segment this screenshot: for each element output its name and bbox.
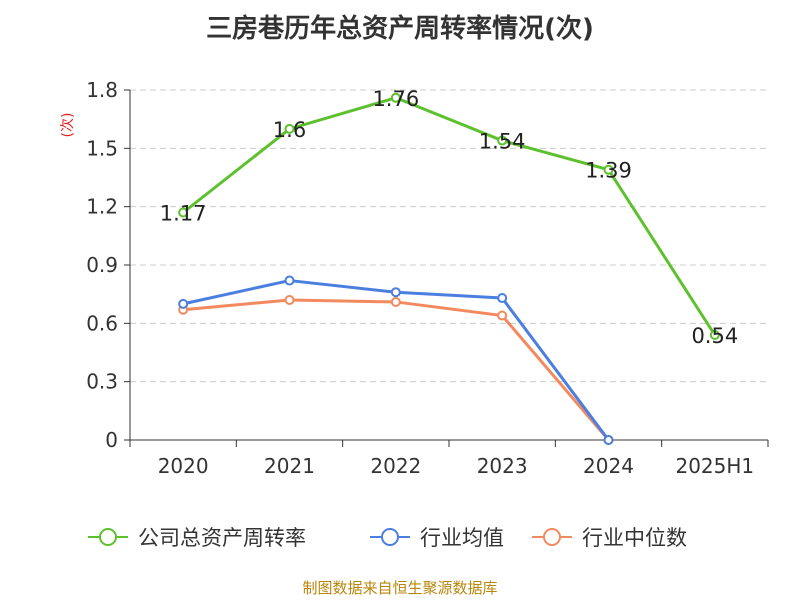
legend-marker-icon xyxy=(543,528,561,546)
x-tick-label: 2021 xyxy=(264,454,315,478)
x-tick-label: 2025H1 xyxy=(675,454,754,478)
grid-lines xyxy=(130,89,768,383)
data-point[interactable] xyxy=(603,435,614,445)
data-point[interactable] xyxy=(709,330,720,340)
data-label: 1.39 xyxy=(585,159,632,183)
series-行业中位数 xyxy=(178,295,614,445)
legend-label: 公司总资产周转率 xyxy=(138,526,306,550)
data-point[interactable] xyxy=(178,298,189,309)
y-tick-label: 0 xyxy=(105,428,118,452)
data-point[interactable] xyxy=(284,275,295,286)
data-label: 1.54 xyxy=(479,130,526,154)
data-point[interactable] xyxy=(497,293,508,304)
data-point[interactable] xyxy=(390,296,401,307)
legend-item[interactable]: 行业均值 xyxy=(370,526,504,550)
chart-title: 三房巷历年总资产周转率情况(次) xyxy=(206,14,594,44)
series-公司总资产周转率: 1.17 1.6 1.76 1.54 1.39 0.54 xyxy=(160,87,738,348)
y-tick-label: 1.5 xyxy=(86,136,118,160)
data-label: 0.54 xyxy=(691,324,738,348)
legend-item[interactable]: 公司总资产周转率 xyxy=(88,526,306,550)
y-tick-label: 1.8 xyxy=(86,78,118,102)
data-source-note: 制图数据来自恒生聚源数据库 xyxy=(302,579,498,597)
data-point[interactable] xyxy=(603,164,614,175)
legend-label: 行业均值 xyxy=(420,526,504,550)
x-tick-label: 2022 xyxy=(370,454,421,478)
legend-item[interactable]: 行业中位数 xyxy=(532,526,687,550)
axes xyxy=(124,89,769,447)
y-tick-label: 1.2 xyxy=(86,195,118,219)
data-label: 1.17 xyxy=(160,202,207,226)
y-axis-label: (次) xyxy=(60,113,76,138)
data-label: 1.6 xyxy=(273,118,306,142)
data-point[interactable] xyxy=(390,92,401,103)
series-行业均值 xyxy=(178,275,614,445)
data-point[interactable] xyxy=(178,207,189,218)
series-line xyxy=(183,298,610,441)
y-tick-label: 0.9 xyxy=(86,253,118,277)
series-line xyxy=(182,96,717,336)
legend-label: 行业中位数 xyxy=(582,526,687,550)
x-tick-label: 2023 xyxy=(477,454,528,478)
data-point[interactable] xyxy=(497,310,508,321)
data-point[interactable] xyxy=(284,123,295,134)
x-tick-labels: 2020 2021 2022 2023 2024 2025H1 xyxy=(158,454,754,478)
y-tick-labels: 0 0.3 0.6 0.9 1.2 1.5 1.8 xyxy=(86,78,118,452)
data-label: 1.76 xyxy=(372,87,419,111)
legend[interactable]: 公司总资产周转率 行业均值 行业中位数 xyxy=(88,526,687,550)
data-point[interactable] xyxy=(497,135,508,146)
legend-marker-icon xyxy=(381,528,399,546)
data-point[interactable] xyxy=(284,295,295,305)
legend-marker-icon xyxy=(99,528,117,546)
y-tick-label: 0.3 xyxy=(86,370,118,394)
x-tick-label: 2024 xyxy=(583,454,634,478)
series-group: 1.17 1.6 1.76 1.54 1.39 0.54 xyxy=(160,87,738,445)
y-tick-label: 0.6 xyxy=(86,311,118,335)
data-point[interactable] xyxy=(390,287,401,298)
x-tick-label: 2020 xyxy=(158,454,209,478)
